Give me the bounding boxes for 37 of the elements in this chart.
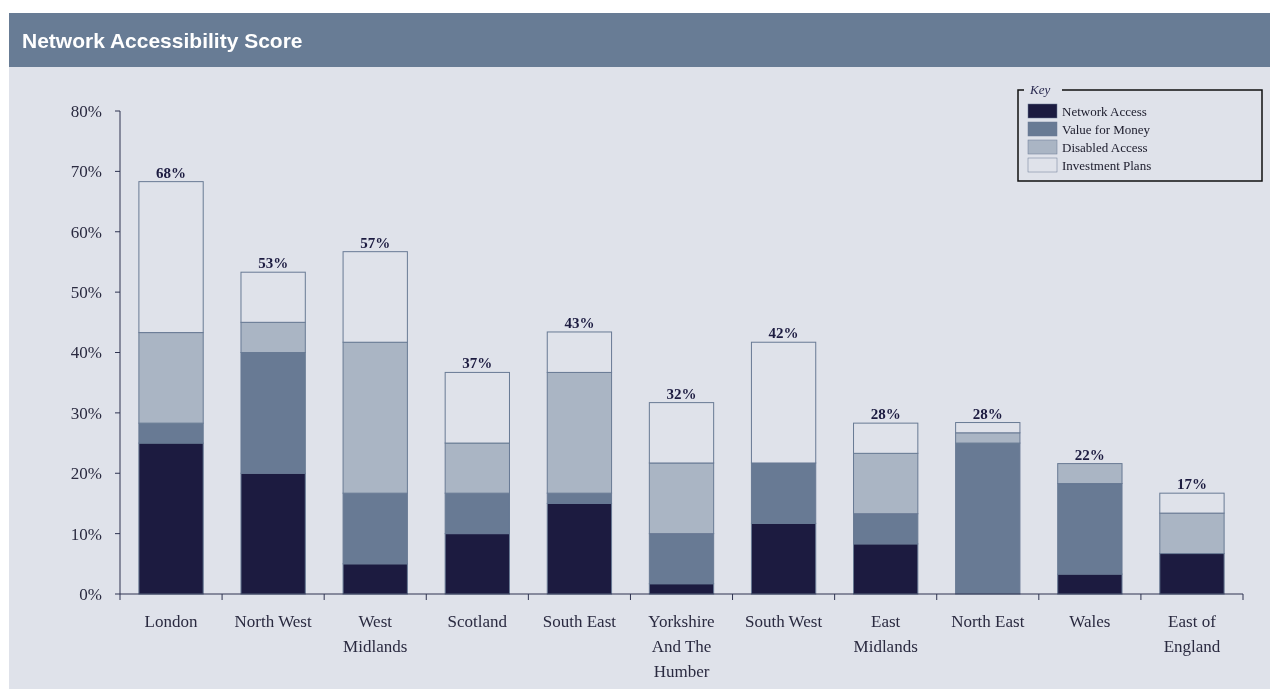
total-label: 32% [666,385,697,402]
legend-label: Investment Plans [1062,157,1152,173]
legend-label: Disabled Access [1062,139,1148,155]
total-label: 68% [156,164,187,181]
total-label: 22% [1074,446,1105,463]
total-label: 28% [972,405,1003,422]
legend-label: Network Access [1062,103,1147,119]
total-label: 42% [768,325,799,342]
x-tick-label: Scotland [447,612,508,631]
y-tick-label: 40% [70,343,102,363]
y-tick-label: 0% [79,584,102,604]
x-tick-label: North West [234,612,312,631]
y-tick-label: 30% [70,403,102,423]
total-label: 37% [462,355,493,372]
total-label: 28% [870,406,901,423]
x-tick-label: Wales [1069,612,1111,631]
legend-label: Value for Money [1062,121,1151,137]
total-label: 57% [360,234,391,251]
x-tick-label: East of England [1163,612,1221,656]
total-label: 17% [1176,476,1207,493]
y-tick-label: 60% [70,222,102,242]
x-tick-label: East Midlands [853,612,918,656]
x-tick-label: London [144,612,198,631]
y-tick-label: 20% [70,464,102,484]
y-tick-label: 80% [70,101,102,121]
x-tick-label: South East [542,612,617,631]
x-tick-label: Yorkshire And The Humber [648,612,715,681]
legend-title: Key [1029,82,1051,97]
chart-title: Network Accessibility Score [22,29,303,52]
total-label: 43% [564,314,595,331]
y-tick-label: 70% [70,162,102,182]
x-tick-label: West Midlands [343,612,408,656]
x-tick-label: South West [744,612,823,631]
total-label: 53% [258,255,289,272]
y-tick-label: 50% [70,283,102,303]
x-tick-label: North East [951,612,1025,631]
y-tick-label: 10% [70,524,102,544]
